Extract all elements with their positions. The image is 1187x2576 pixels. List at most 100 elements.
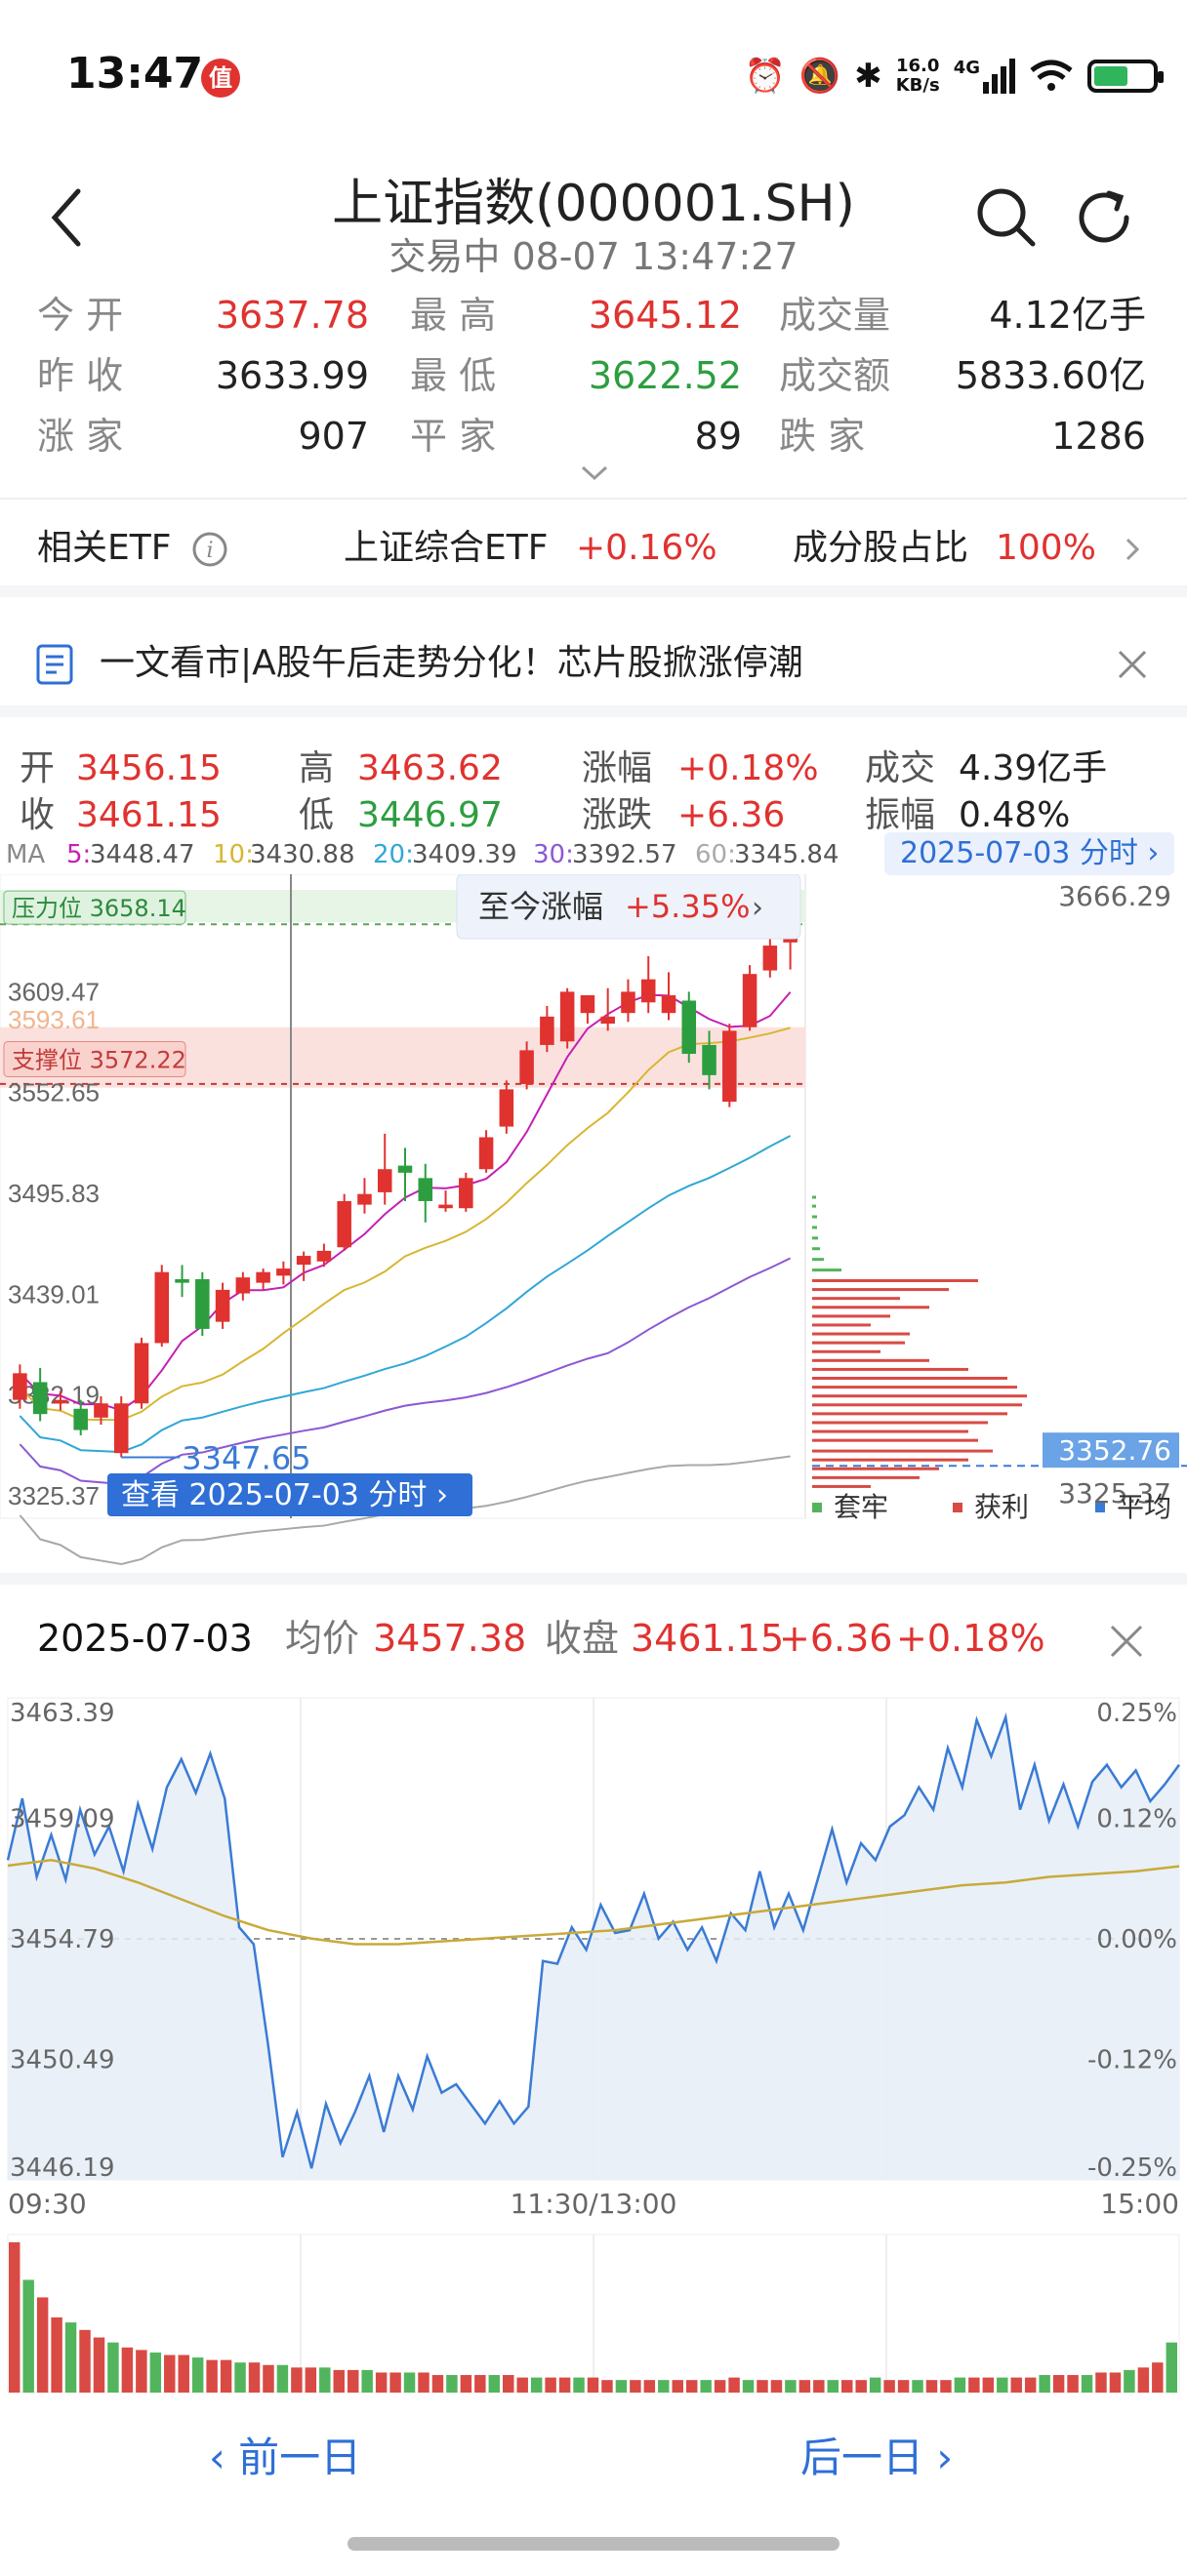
avg-label: 均价 bbox=[285, 1617, 360, 1660]
candle-body bbox=[459, 1178, 473, 1209]
profile-bar bbox=[812, 1314, 890, 1318]
candle-body bbox=[195, 1278, 210, 1329]
volume-bar bbox=[1124, 2369, 1135, 2393]
search-icon bbox=[977, 188, 1036, 247]
candle-body bbox=[377, 1169, 392, 1192]
kline-y-tick-label: 3609.47 bbox=[8, 977, 100, 1006]
candle-body bbox=[175, 1278, 189, 1283]
candle-body bbox=[621, 991, 635, 1014]
profile-bar bbox=[812, 1449, 993, 1453]
k-low-label: 低 bbox=[299, 795, 335, 835]
volume-bar bbox=[827, 2380, 839, 2393]
profile-bar bbox=[812, 1421, 988, 1425]
volume-bar bbox=[375, 2372, 388, 2393]
candle-body bbox=[215, 1289, 230, 1322]
volume-bar bbox=[685, 2380, 698, 2393]
close-value: 3461.15 bbox=[631, 1617, 785, 1660]
header: 上证指数(000001.SH) 交易中 08-07 13:47:27 bbox=[0, 146, 1187, 283]
ma5-value: 3448.47 bbox=[90, 840, 195, 869]
minute-chart-date-button[interactable]: 2025-07-03 分时 › bbox=[884, 832, 1175, 875]
profile-current-label: 3352.76 bbox=[1058, 1434, 1171, 1467]
etf-fund-name: 上证综合ETF bbox=[344, 528, 549, 568]
volume-bar bbox=[107, 2342, 119, 2393]
intraday-y-tick-label: 3446.19 bbox=[10, 2153, 115, 2183]
volume-bar bbox=[940, 2380, 952, 2393]
intraday-chart[interactable]: 3463.39 3459.09 3454.79 3450.49 3446.19 0.25%… bbox=[0, 1692, 1187, 2412]
profile-bar bbox=[812, 1484, 871, 1488]
profile-bar bbox=[812, 1297, 900, 1301]
k-open-label: 开 bbox=[20, 748, 56, 788]
kline-y-tick-label: 3495.83 bbox=[8, 1179, 100, 1208]
profile-bar bbox=[812, 1403, 1022, 1407]
candle-body bbox=[397, 1165, 413, 1173]
intraday-pct-tick-label: -0.25% bbox=[1087, 2153, 1177, 2183]
profile-bar bbox=[812, 1268, 841, 1272]
k-change-pct-label: 涨幅 bbox=[582, 748, 653, 788]
info-icon[interactable]: i bbox=[191, 531, 228, 568]
volume-bar bbox=[1109, 2372, 1122, 2393]
candle-body bbox=[661, 995, 676, 1014]
high-value: 3645.12 bbox=[588, 294, 742, 337]
candle-body bbox=[742, 974, 757, 1027]
candle-body bbox=[762, 946, 778, 971]
candle-body bbox=[154, 1271, 170, 1344]
price-line bbox=[6, 1711, 1181, 2169]
unchanged-label: 平 家 bbox=[410, 415, 497, 458]
volume-bar bbox=[403, 2372, 416, 2393]
search-button[interactable] bbox=[972, 183, 1041, 252]
profile-bar bbox=[812, 1204, 816, 1208]
volume-bar bbox=[319, 2367, 331, 2393]
pressure-tag bbox=[3, 890, 186, 925]
advancers-label: 涨 家 bbox=[37, 415, 124, 458]
volume-bar bbox=[1166, 2342, 1177, 2393]
x-tick-label: 15:00 bbox=[1100, 2188, 1179, 2220]
k-turnover-value: 4.39亿手 bbox=[959, 748, 1108, 788]
status-bar: 13:47 值 ⏰ 🔕 ✱ 16.0 KB/s 4G bbox=[0, 0, 1187, 146]
volume-bar bbox=[869, 2377, 881, 2393]
volume-bar bbox=[206, 2359, 218, 2393]
ma60-value: 3345.84 bbox=[734, 840, 839, 869]
k-high-label: 高 bbox=[299, 748, 335, 788]
expand-chevron-icon[interactable] bbox=[578, 463, 611, 484]
intraday-panel: 2025-07-03 均价 3457.38 收盘 3461.15 +6.36 +… bbox=[0, 1573, 1187, 2412]
k-amplitude-label: 振幅 bbox=[865, 795, 936, 835]
news-banner[interactable]: 一文看市|A股午后走势分化！芯片股掀涨停潮 bbox=[0, 610, 1187, 717]
k-open-value: 3456.15 bbox=[76, 748, 222, 788]
bottom-nav: ‹ 前一日 后一日 › bbox=[0, 2391, 1187, 2576]
low-value: 3622.52 bbox=[588, 354, 742, 397]
volume-bar bbox=[1067, 2375, 1079, 2393]
volume-bar bbox=[1152, 2362, 1164, 2393]
kline-y-tick-label: 3552.65 bbox=[8, 1078, 100, 1107]
close-icon[interactable] bbox=[1107, 1622, 1146, 1661]
next-day-button[interactable]: 后一日 › bbox=[800, 2434, 954, 2481]
profile-bar bbox=[812, 1332, 910, 1336]
volume-bar bbox=[558, 2377, 571, 2393]
close-label: 收盘 bbox=[545, 1617, 620, 1660]
candle-body bbox=[337, 1200, 351, 1248]
volume-bar bbox=[291, 2367, 303, 2393]
volume-bar bbox=[389, 2372, 401, 2393]
ma-label: MA bbox=[6, 840, 46, 869]
avg-value: 3457.38 bbox=[373, 1617, 527, 1660]
amount-label: 成交额 bbox=[779, 354, 891, 397]
back-button[interactable] bbox=[43, 183, 92, 252]
k-close-label: 收 bbox=[20, 795, 56, 835]
kline-chart[interactable]: 3609.473552.653495.833439.013382.193325.… bbox=[0, 874, 1187, 1579]
candle-body bbox=[13, 1373, 27, 1400]
candle-body bbox=[256, 1271, 270, 1283]
prev-day-button[interactable]: ‹ 前一日 bbox=[209, 2434, 362, 2481]
close-icon[interactable] bbox=[1115, 647, 1150, 682]
related-etf-row[interactable]: 相关ETF i 上证综合ETF +0.16% 成分股占比 100% bbox=[0, 502, 1187, 597]
kline-y-tick-label: 3439.01 bbox=[8, 1279, 100, 1308]
profile-bar bbox=[812, 1458, 968, 1462]
profile-bar bbox=[812, 1367, 968, 1371]
decliners-value: 1286 bbox=[1051, 415, 1146, 458]
volume-bar bbox=[982, 2377, 995, 2393]
candle-body bbox=[722, 1030, 737, 1103]
legend-label: 平均 bbox=[1117, 1491, 1171, 1523]
etf-ratio-value: 100% bbox=[996, 528, 1096, 568]
volume-bar bbox=[9, 2242, 20, 2393]
volume-bar bbox=[418, 2372, 430, 2393]
refresh-button[interactable] bbox=[1070, 183, 1138, 252]
home-indicator bbox=[348, 2537, 839, 2551]
